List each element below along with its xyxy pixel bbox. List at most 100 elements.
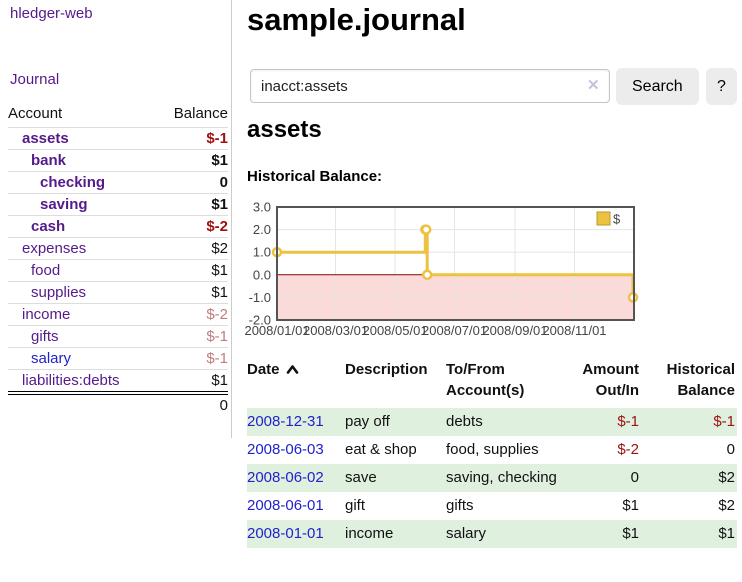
account-balance: $1	[156, 259, 228, 282]
account-balance: $-2	[156, 215, 228, 238]
transaction-balance: $2	[718, 469, 735, 486]
account-total-balance: 0	[8, 391, 228, 417]
account-balance: $1	[156, 369, 228, 393]
accounts-column-header: To/From Account(s)	[446, 361, 525, 399]
account-total-row: 0	[8, 391, 228, 417]
search-form: ✕ Search ?	[250, 67, 740, 105]
y-tick-label: 1.0	[253, 245, 271, 260]
transaction-date-link[interactable]: 2008-01-01	[247, 525, 324, 542]
account-row: saving $1	[8, 193, 228, 216]
account-row: supplies $1	[8, 281, 228, 304]
plot-border	[276, 206, 635, 321]
account-link-salary[interactable]: salary	[31, 350, 72, 367]
transaction-row: 2008-12-31 pay off debts $-1 $-1	[247, 408, 737, 436]
account-link-income[interactable]: income	[22, 306, 71, 323]
transaction-row: 2008-01-01 income salary $1 $1	[247, 520, 737, 548]
transaction-accounts: gifts	[446, 497, 474, 514]
account-balance: $1	[156, 193, 228, 216]
transaction-date-link[interactable]: 2008-06-02	[247, 469, 324, 486]
account-column-header: Account	[8, 105, 63, 122]
data-point-marker	[420, 224, 432, 235]
account-row: cash $-2	[8, 215, 228, 238]
negative-region	[278, 274, 633, 319]
data-point-marker	[421, 269, 433, 281]
legend-swatch	[596, 211, 611, 226]
account-balance: $-1	[156, 325, 228, 348]
account-cell: assets	[8, 127, 157, 150]
account-link-supplies[interactable]: supplies	[31, 284, 87, 301]
search-help-button[interactable]: ?	[706, 68, 737, 105]
transaction-amount: $-2	[617, 441, 639, 458]
x-tick-label: 2008/07/01	[422, 323, 487, 338]
y-tick-label: 2.0	[253, 222, 271, 237]
account-balance: $-2	[156, 303, 228, 326]
account-cell: food	[8, 259, 157, 282]
account-balance-table: Account Balance assets $-1 bank $1 checking 0…	[8, 103, 228, 417]
transaction-date-link[interactable]: 2008-06-03	[247, 441, 324, 458]
transaction-description: pay off	[345, 413, 390, 430]
transaction-date-cell: 2008-12-31	[247, 408, 345, 436]
transaction-date-link[interactable]: 2008-12-31	[247, 413, 324, 430]
transaction-amount: 0	[630, 469, 639, 486]
transaction-row: 2008-06-02 save saving, checking 0 $2	[247, 464, 737, 492]
search-input[interactable]	[250, 69, 610, 103]
account-balance: $1	[156, 281, 228, 304]
account-row: expenses $2	[8, 237, 228, 260]
filtered-account-heading: assets	[247, 116, 322, 143]
app-title-link[interactable]: hledger-web	[10, 5, 93, 22]
account-row: food $1	[8, 259, 228, 282]
account-link-saving[interactable]: saving	[40, 196, 88, 213]
transaction-accounts: saving, checking	[446, 469, 557, 486]
y-tick-label: -1.0	[249, 290, 271, 305]
x-tick-label: 2008/11/01	[542, 323, 606, 338]
transaction-balance: $-1	[713, 413, 735, 430]
account-link-food[interactable]: food	[31, 262, 61, 279]
date-column-header[interactable]: Date	[247, 359, 345, 408]
page-title: sample.journal	[247, 2, 466, 37]
register-table: Date Description To/From Account(s) Amou…	[247, 359, 737, 548]
account-link-gifts[interactable]: gifts	[31, 328, 59, 345]
account-link-checking[interactable]: checking	[40, 174, 106, 191]
legend-label: $	[613, 212, 621, 227]
account-balance: 0	[156, 171, 228, 194]
x-tick-label: 2008/03/01	[303, 323, 368, 338]
search-button[interactable]: Search	[616, 68, 699, 105]
transaction-accounts: food, supplies	[446, 441, 539, 458]
account-link-expenses[interactable]: expenses	[22, 240, 87, 257]
x-tick-label: 2008/05/01	[362, 323, 427, 338]
account-row: checking 0	[8, 171, 228, 194]
account-balance: $1	[156, 149, 228, 172]
description-column-header: Description	[345, 361, 428, 378]
transaction-date-cell: 2008-06-01	[247, 492, 345, 520]
y-tick-label: -2.0	[249, 313, 271, 328]
clear-search-icon[interactable]: ✕	[587, 77, 600, 94]
account-cell: supplies	[8, 281, 157, 304]
account-row: income $-2	[8, 303, 228, 326]
sidebar-item-journal[interactable]: Journal	[10, 71, 60, 88]
transaction-balance: 0	[726, 441, 735, 458]
x-tick-label: 2008/09/01	[482, 323, 547, 338]
balance-column-header: Balance	[173, 105, 228, 122]
chart-title: Historical Balance:	[247, 168, 383, 185]
account-link-cash[interactable]: cash	[31, 218, 66, 235]
transaction-date-cell: 2008-06-02	[247, 464, 345, 492]
transaction-row: 2008-06-01 gift gifts $1 $2	[247, 492, 737, 520]
account-link-liabilities-debts[interactable]: liabilities:debts	[22, 372, 120, 389]
account-cell: saving	[8, 193, 157, 216]
y-tick-label: 0.0	[253, 267, 271, 282]
amount-column-header: Amount Out/In	[582, 361, 639, 399]
transaction-date-link[interactable]: 2008-06-01	[247, 497, 324, 514]
transaction-balance: $2	[718, 497, 735, 514]
transaction-accounts: debts	[446, 413, 483, 430]
account-row: assets $-1	[8, 127, 228, 150]
account-link-assets[interactable]: assets	[22, 130, 69, 147]
account-table-header-row: Account Balance	[8, 103, 228, 128]
account-row: liabilities:debts $1	[8, 369, 228, 393]
transaction-description: gift	[345, 497, 366, 514]
account-row: salary $-1	[8, 347, 228, 370]
transaction-amount: $-1	[617, 413, 639, 430]
historical-balance-chart: 3.0 2.0 1.0 0.0 -1.0 -2.0 2008/01/01 2008/03/01…	[244, 200, 742, 345]
account-cell: income	[8, 303, 157, 326]
register-header-row: Date Description To/From Account(s) Amou…	[247, 359, 737, 408]
account-link-bank[interactable]: bank	[31, 152, 67, 169]
